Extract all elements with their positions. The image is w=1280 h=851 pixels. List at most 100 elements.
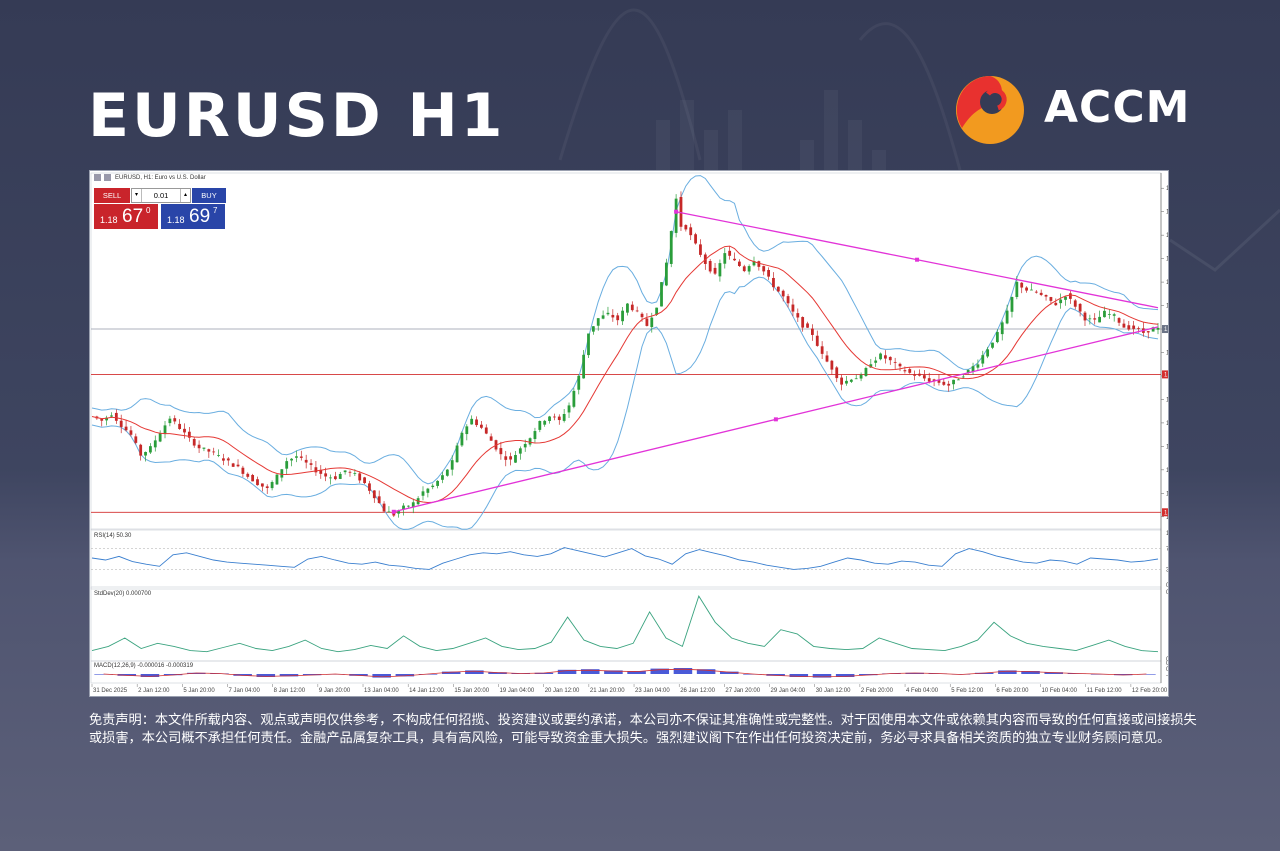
candle-body [470, 418, 474, 425]
candle-body [927, 378, 931, 382]
candle-body [796, 313, 800, 318]
candle-body [645, 318, 649, 326]
time-axis-label: 6 Feb 20:00 [996, 688, 1029, 694]
candle-body [314, 467, 318, 473]
candles-group [95, 191, 1160, 518]
candle-body [752, 261, 756, 266]
macd-histogram-bar [557, 669, 577, 674]
candle-body [976, 364, 980, 368]
macd-histogram-bar [1021, 671, 1040, 674]
candle-body [815, 335, 819, 346]
price-tick-label: 1.17350 [1166, 421, 1168, 427]
candle-body [426, 488, 430, 493]
candle-body [523, 443, 527, 448]
price-tick-label: 1.19660 [1166, 257, 1168, 263]
candle-body [1151, 327, 1155, 332]
candle-body [572, 390, 576, 407]
candle-body [275, 474, 279, 485]
candle-body [129, 430, 133, 435]
candle-body [747, 266, 751, 272]
time-axis-label: 12 Feb 20:00 [1132, 688, 1168, 694]
candle-body [149, 446, 152, 453]
candle-body [319, 469, 323, 474]
candle-body [596, 318, 600, 326]
buy-button[interactable]: BUY [192, 188, 226, 203]
time-axis-label: 10 Feb 04:00 [1042, 688, 1078, 694]
candle-body [888, 356, 892, 361]
time-axis-label: 29 Jan 04:00 [771, 688, 806, 694]
candle-body [908, 369, 912, 373]
candle-body [733, 258, 736, 261]
candle-body [139, 444, 143, 456]
price-chart[interactable]: 1.20650 1.20320 1.19990 1.19660 1.19330 1.190… [90, 171, 1168, 696]
candle-body [1059, 299, 1063, 304]
level-price-label: 1.16093 [1164, 510, 1168, 516]
sell-button[interactable]: SELL [94, 188, 130, 203]
candle-body [1044, 295, 1048, 297]
macd-histogram-bar [650, 668, 670, 674]
chart-menu-icon[interactable] [94, 174, 112, 181]
candle-body [173, 418, 177, 422]
rsi-label: RSI(14) 50.30 [94, 533, 132, 539]
macd-histogram-bar [279, 674, 299, 677]
time-axis-label: 2 Jan 12:00 [138, 688, 170, 694]
candle-body [475, 419, 478, 426]
candle-body [343, 470, 347, 473]
candle-body [674, 198, 678, 233]
buy-quote[interactable]: 1.18 69 7 [161, 204, 225, 229]
candle-body [226, 458, 230, 461]
candle-body [528, 438, 532, 445]
pane-frame [90, 586, 1162, 662]
candle-body [918, 373, 921, 376]
candle-body [158, 433, 162, 442]
candle-body [1078, 303, 1082, 312]
candle-body [178, 423, 182, 429]
candle-body [591, 326, 595, 332]
macd-histogram-bar [465, 670, 484, 674]
candle-body [922, 375, 926, 379]
candle-body [309, 463, 313, 465]
time-axis-label: 5 Feb 12:00 [951, 688, 984, 694]
candle-body [387, 511, 391, 513]
candle-body [533, 431, 537, 440]
symbol-caption: EURUSD, H1: Euro vs U.S. Dollar [94, 174, 206, 181]
lot-value[interactable]: 0.01 [153, 191, 169, 200]
candle-body [1005, 310, 1009, 324]
macd-histogram-bar [372, 674, 391, 678]
candle-body [251, 474, 255, 482]
candle-body [406, 505, 410, 507]
candle-body [222, 458, 225, 461]
lot-decrease-icon[interactable]: ▾ [132, 189, 142, 202]
trendline-anchor [773, 417, 778, 422]
time-axis-label: 20 Jan 12:00 [545, 688, 580, 694]
candle-body [1073, 300, 1077, 307]
macd-histogram-bar [604, 670, 623, 674]
time-axis-label: 9 Jan 20:00 [319, 688, 351, 694]
macd-histogram-bar [256, 674, 276, 677]
lot-increase-icon[interactable]: ▴ [180, 189, 190, 202]
candle-body [859, 374, 863, 379]
candle-body [402, 505, 405, 510]
candle-body [1098, 316, 1101, 323]
rsi-axis-label: 0.00 [1166, 583, 1168, 589]
candle-body [1146, 331, 1150, 333]
candle-body [100, 418, 104, 421]
candle-body [1132, 325, 1136, 329]
lot-size-input[interactable]: ▾ 0.01 ▴ [131, 188, 191, 203]
candle-body [582, 354, 586, 379]
macd-histogram-bar [580, 669, 600, 674]
price-tick-label: 1.16360 [1166, 491, 1168, 497]
candle-body [1064, 296, 1067, 300]
candle-body [737, 261, 741, 267]
sell-quote[interactable]: 1.18 67 0 [94, 204, 158, 229]
candle-body [119, 420, 123, 427]
candle-body [903, 370, 907, 372]
candle-body [986, 349, 990, 357]
candle-body [153, 440, 157, 448]
candle-body [509, 456, 513, 460]
brand-logo: ACCM [952, 72, 1192, 148]
price-tick-label: 1.17680 [1166, 397, 1168, 403]
level-price-label: 1.18032 [1164, 372, 1168, 378]
macd-signal-line [103, 668, 1147, 678]
candle-body [611, 314, 615, 318]
